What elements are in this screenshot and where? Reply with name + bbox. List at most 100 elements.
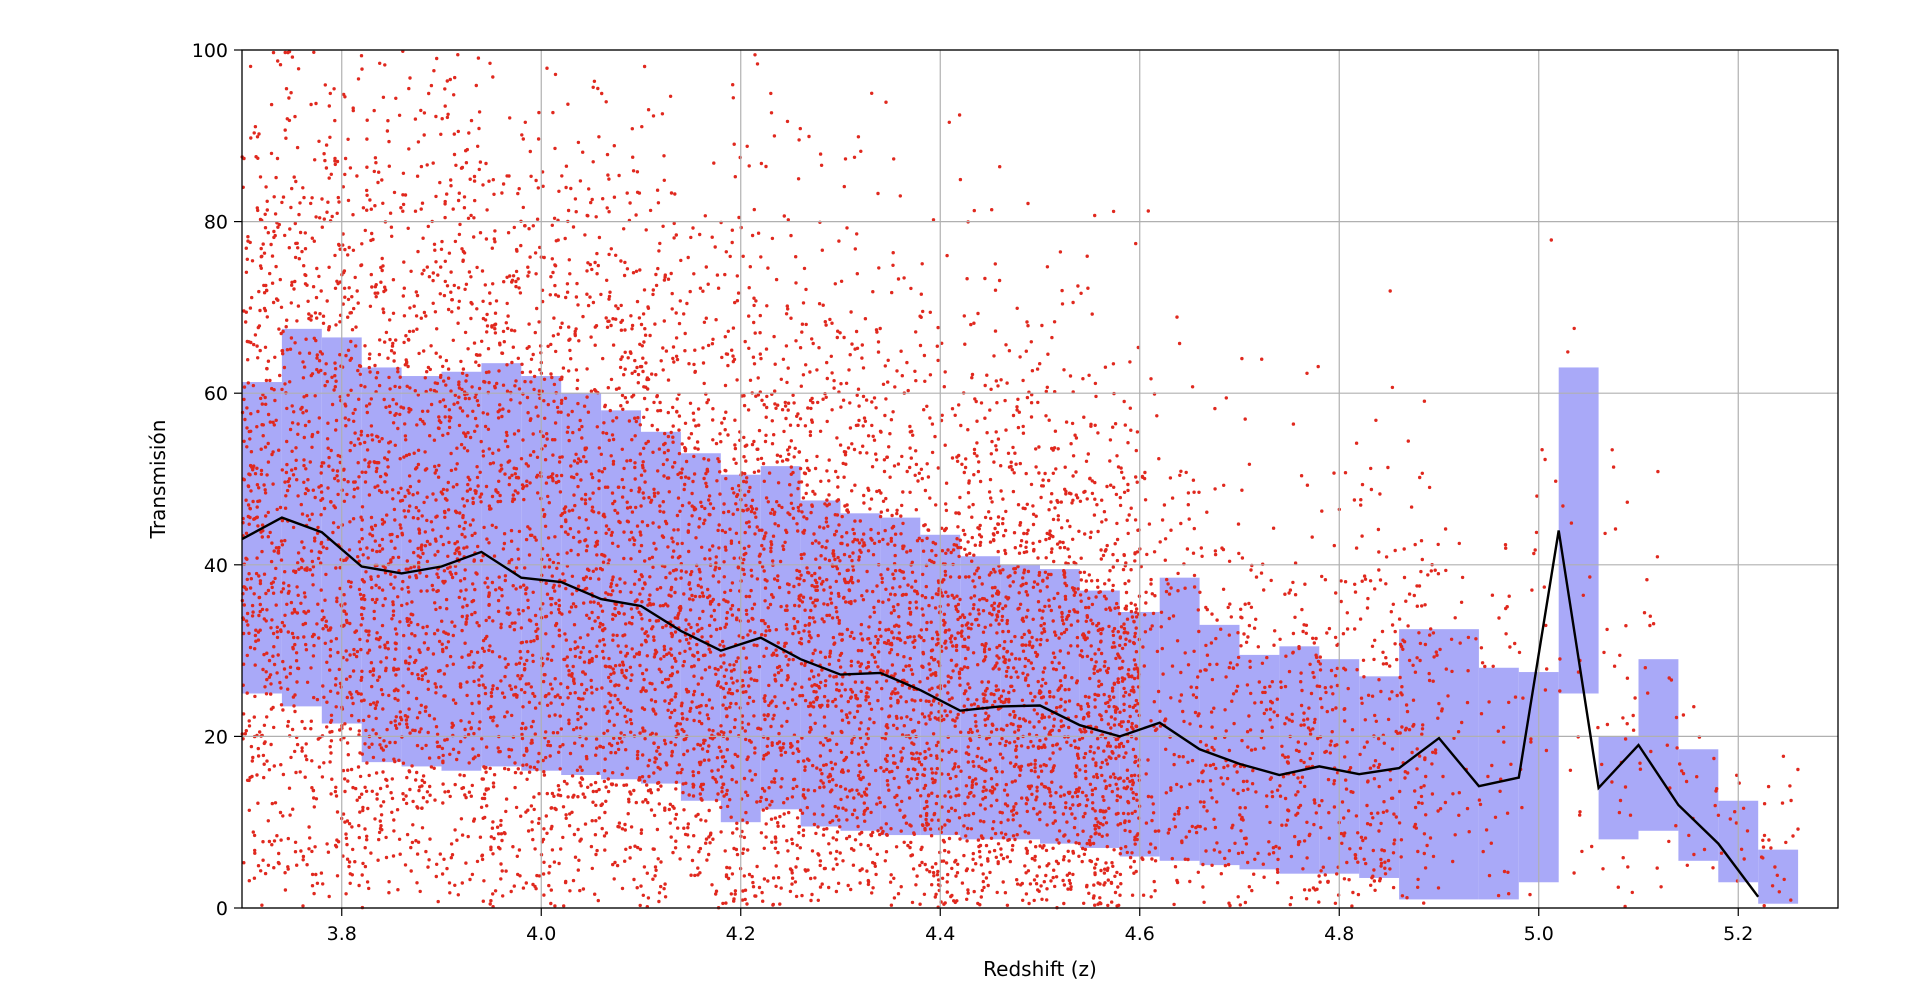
scatter-point (984, 876, 989, 880)
scatter-point (371, 673, 375, 677)
scatter-point (995, 654, 999, 658)
scatter-point (741, 690, 745, 694)
scatter-point (776, 403, 780, 407)
scatter-point (611, 317, 615, 321)
scatter-point (341, 812, 346, 816)
scatter-point (423, 450, 427, 454)
scatter-point (362, 698, 366, 702)
scatter-point (470, 872, 475, 877)
scatter-point (719, 665, 723, 669)
scatter-point (354, 325, 358, 329)
scatter-point (1209, 641, 1214, 645)
scatter-point (314, 872, 318, 877)
scatter-point (588, 600, 593, 604)
scatter-point (1038, 643, 1043, 647)
scatter-point (1674, 715, 1679, 720)
scatter-point (571, 878, 576, 883)
scatter-point (1023, 664, 1027, 669)
scatter-point (807, 134, 811, 139)
scatter-point (701, 289, 705, 293)
scatter-point (835, 862, 839, 867)
scatter-point (799, 662, 804, 666)
scatter-point (1428, 836, 1433, 840)
scatter-point (560, 321, 564, 325)
scatter-point (1164, 589, 1169, 594)
scatter-point (922, 353, 927, 358)
scatter-point (552, 382, 557, 387)
scatter-point (1118, 795, 1123, 799)
scatter-point (818, 429, 823, 433)
scatter-point (1148, 627, 1153, 631)
scatter-point (481, 683, 485, 687)
scatter-point (1712, 756, 1716, 761)
scatter-point (862, 812, 866, 816)
scatter-point (347, 822, 352, 826)
scatter-point (825, 498, 829, 502)
scatter-point (559, 401, 564, 405)
scatter-point (755, 525, 759, 529)
scatter-point (954, 794, 958, 798)
scatter-point (302, 591, 307, 595)
scatter-point (424, 389, 428, 394)
scatter-point (1645, 578, 1649, 582)
scatter-point (434, 691, 438, 695)
scatter-point (1103, 582, 1107, 586)
scatter-point (904, 700, 908, 704)
scatter-point (680, 467, 684, 471)
scatter-point (1078, 737, 1082, 742)
scatter-point (1011, 813, 1015, 817)
scatter-point (1006, 818, 1010, 822)
scatter-point (1003, 657, 1007, 662)
scatter-point (1360, 482, 1365, 487)
scatter-point (1626, 865, 1630, 869)
scatter-point (489, 899, 493, 903)
scatter-point (1040, 631, 1044, 635)
scatter-point (554, 480, 559, 485)
scatter-point (850, 750, 854, 755)
scatter-point (385, 784, 389, 788)
scatter-point (980, 642, 984, 647)
scatter-point (598, 625, 602, 629)
scatter-point (877, 627, 882, 632)
scatter-point (1198, 740, 1203, 744)
scatter-point (959, 730, 963, 734)
scatter-point (1359, 696, 1364, 700)
scatter-point (510, 473, 514, 477)
scatter-point (1103, 660, 1107, 664)
scatter-point (752, 602, 757, 606)
scatter-point (879, 573, 883, 577)
scatter-point (1017, 657, 1022, 661)
scatter-point (775, 460, 779, 464)
scatter-point (362, 593, 366, 598)
scatter-point (491, 820, 495, 824)
scatter-point (423, 705, 428, 709)
scatter-point (813, 578, 818, 582)
scatter-point (1096, 820, 1100, 824)
scatter-point (611, 862, 615, 867)
scatter-point (437, 755, 441, 760)
scatter-point (947, 698, 952, 702)
scatter-point (261, 434, 265, 438)
scatter-point (620, 495, 625, 499)
scatter-point (669, 585, 674, 590)
scatter-point (380, 547, 385, 551)
scatter-point (669, 191, 674, 195)
scatter-point (752, 303, 756, 308)
scatter-point (1051, 768, 1055, 773)
scatter-point (1264, 708, 1269, 712)
scatter-point (319, 464, 324, 468)
scatter-point (417, 676, 421, 681)
scatter-point (304, 742, 308, 746)
scatter-point (311, 488, 315, 492)
scatter-point (1129, 506, 1133, 510)
scatter-point (379, 660, 383, 664)
scatter-point (682, 592, 686, 596)
scatter-point (969, 703, 974, 707)
scatter-point (499, 862, 503, 866)
scatter-point (280, 543, 285, 547)
scatter-point (861, 750, 865, 754)
scatter-point (290, 283, 294, 287)
scatter-point (949, 676, 953, 680)
scatter-point (1127, 579, 1131, 583)
scatter-point (396, 667, 401, 671)
